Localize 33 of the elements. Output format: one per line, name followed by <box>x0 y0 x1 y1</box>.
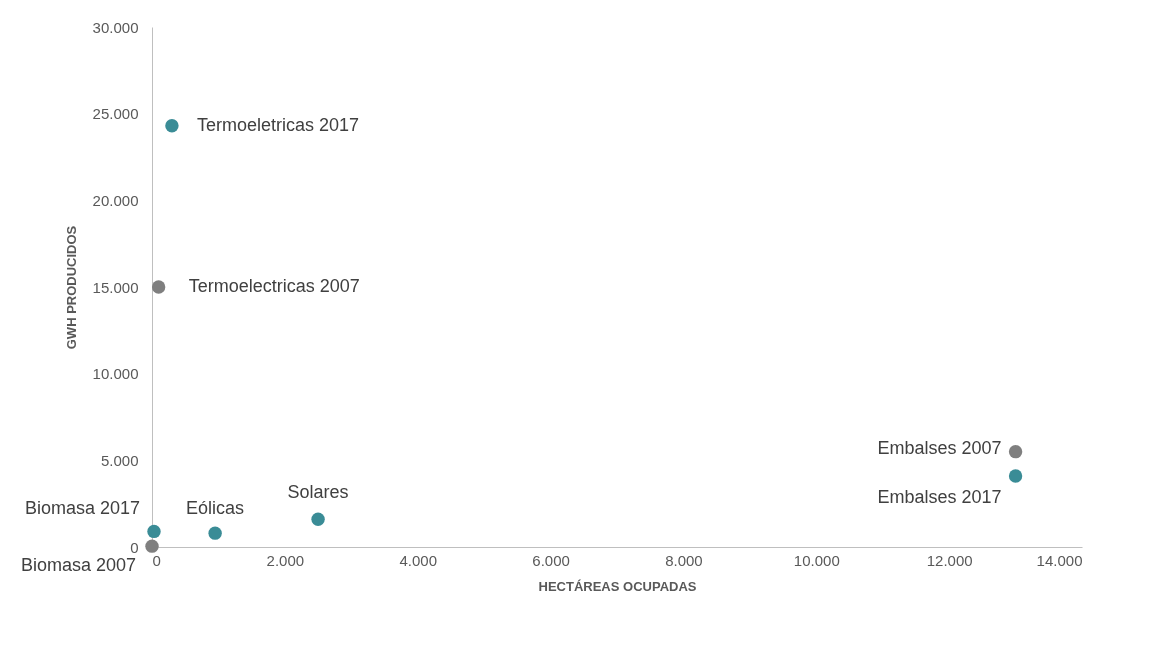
y-tick-label: 20.000 <box>92 191 139 209</box>
annotation: Embalses 2017 <box>877 486 1002 507</box>
y-tick-label: 25.000 <box>92 105 139 123</box>
y-tick-label: 5.000 <box>100 451 139 469</box>
annotation: Eólicas <box>186 498 245 519</box>
y-tick-label: 0 <box>130 538 139 556</box>
point <box>208 526 222 540</box>
annotation: Biomasa 2007 <box>20 555 136 576</box>
x-axis-title: HECTÁREAS OCUPADAS <box>538 578 697 594</box>
y-tick-label: 15.000 <box>92 278 139 296</box>
x-tick-label: 6.000 <box>532 551 570 569</box>
y-tick-label: 30.000 <box>92 18 139 36</box>
x-tick-label: 8.000 <box>665 551 703 569</box>
point <box>151 280 166 294</box>
point <box>1008 469 1023 483</box>
annotation: Solares <box>287 482 349 503</box>
point <box>165 119 179 133</box>
x-tick-label: 10.000 <box>793 551 840 569</box>
y-axis-title: GWH PRODUCIDOS <box>63 225 79 350</box>
x-tick-label: 14.000 <box>1036 551 1083 569</box>
x-tick-label: 4.000 <box>399 551 437 569</box>
point <box>311 512 325 526</box>
x-tick-label: 2.000 <box>266 551 305 569</box>
point <box>1008 444 1023 459</box>
annotation: Biomasa 2017 <box>24 498 140 519</box>
point <box>145 539 159 553</box>
x-tick-label: 0 <box>152 551 161 569</box>
y-tick-label: 10.000 <box>92 365 139 383</box>
annotation: Termoelectricas 2007 <box>188 276 360 296</box>
annotation: Termoeletricas 2017 <box>196 114 360 135</box>
point <box>147 524 161 539</box>
annotation: Embalses 2007 <box>877 437 1002 458</box>
x-tick-label: 12.000 <box>926 551 973 569</box>
